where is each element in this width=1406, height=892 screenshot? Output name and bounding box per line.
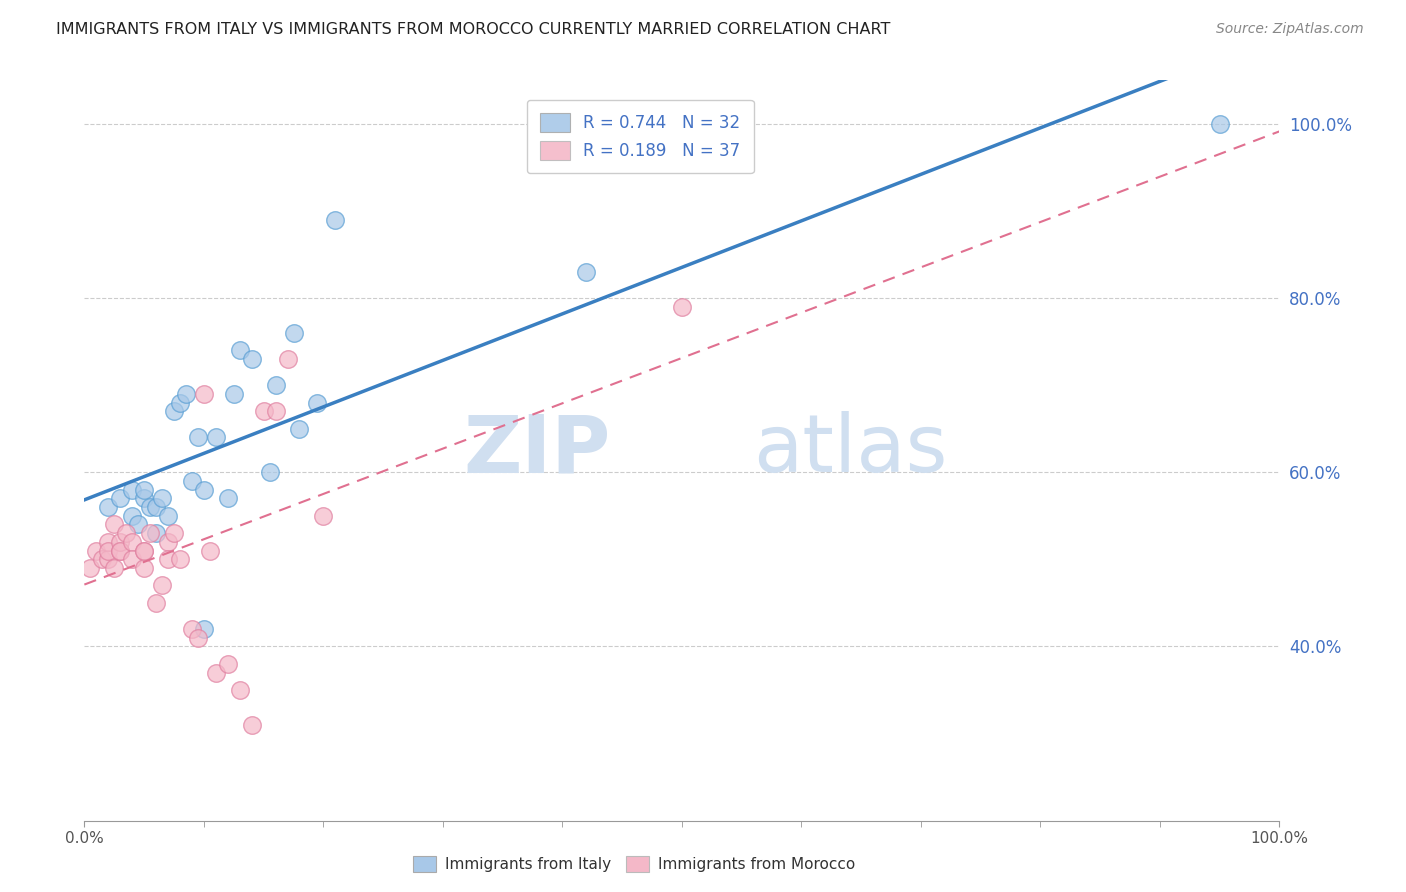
Point	[163, 526, 186, 541]
Point	[121, 508, 143, 523]
Point	[312, 508, 335, 523]
Point	[187, 430, 209, 444]
Point	[132, 543, 156, 558]
Point	[205, 430, 228, 444]
Point	[145, 526, 167, 541]
Point	[139, 500, 162, 514]
Point	[671, 300, 693, 314]
Text: ZIP: ZIP	[463, 411, 610, 490]
Point	[121, 552, 143, 566]
Point	[121, 535, 143, 549]
Point	[97, 552, 120, 566]
Point	[150, 578, 173, 592]
Point	[132, 543, 156, 558]
Point	[110, 535, 132, 549]
Point	[187, 631, 209, 645]
Point	[181, 622, 204, 636]
Point	[97, 543, 120, 558]
Point	[264, 404, 287, 418]
Point	[157, 535, 180, 549]
Point	[217, 491, 239, 506]
Point	[193, 483, 215, 497]
Point	[205, 665, 228, 680]
Point	[264, 378, 287, 392]
Point	[110, 543, 132, 558]
Text: atlas: atlas	[754, 411, 948, 490]
Point	[307, 395, 329, 409]
Point	[91, 552, 114, 566]
Text: Source: ZipAtlas.com: Source: ZipAtlas.com	[1216, 22, 1364, 37]
Point	[575, 265, 598, 279]
Point	[229, 343, 252, 358]
Point	[110, 543, 132, 558]
Point	[283, 326, 305, 340]
Point	[110, 491, 132, 506]
Point	[240, 351, 263, 366]
Point	[193, 622, 215, 636]
Point	[157, 508, 180, 523]
Point	[150, 491, 173, 506]
Point	[139, 526, 162, 541]
Legend: Immigrants from Italy, Immigrants from Morocco: Immigrants from Italy, Immigrants from M…	[405, 848, 863, 880]
Point	[145, 500, 167, 514]
Point	[1209, 117, 1232, 131]
Point	[157, 552, 180, 566]
Point	[193, 387, 215, 401]
Point	[288, 422, 311, 436]
Point	[121, 483, 143, 497]
Point	[253, 404, 276, 418]
Point	[277, 351, 299, 366]
Point	[174, 387, 197, 401]
Point	[103, 517, 125, 532]
Point	[132, 561, 156, 575]
Point	[127, 517, 149, 532]
Text: IMMIGRANTS FROM ITALY VS IMMIGRANTS FROM MOROCCO CURRENTLY MARRIED CORRELATION C: IMMIGRANTS FROM ITALY VS IMMIGRANTS FROM…	[56, 22, 890, 37]
Point	[169, 552, 191, 566]
Point	[240, 718, 263, 732]
Point	[163, 404, 186, 418]
Point	[97, 500, 120, 514]
Point	[169, 395, 191, 409]
Point	[132, 491, 156, 506]
Point	[86, 543, 108, 558]
Point	[132, 483, 156, 497]
Point	[198, 543, 221, 558]
Point	[222, 387, 245, 401]
Point	[259, 465, 281, 479]
Point	[229, 683, 252, 698]
Point	[103, 561, 125, 575]
Point	[79, 561, 101, 575]
Point	[181, 474, 204, 488]
Point	[145, 596, 167, 610]
Point	[97, 535, 120, 549]
Point	[325, 212, 347, 227]
Point	[115, 526, 138, 541]
Point	[217, 657, 239, 671]
